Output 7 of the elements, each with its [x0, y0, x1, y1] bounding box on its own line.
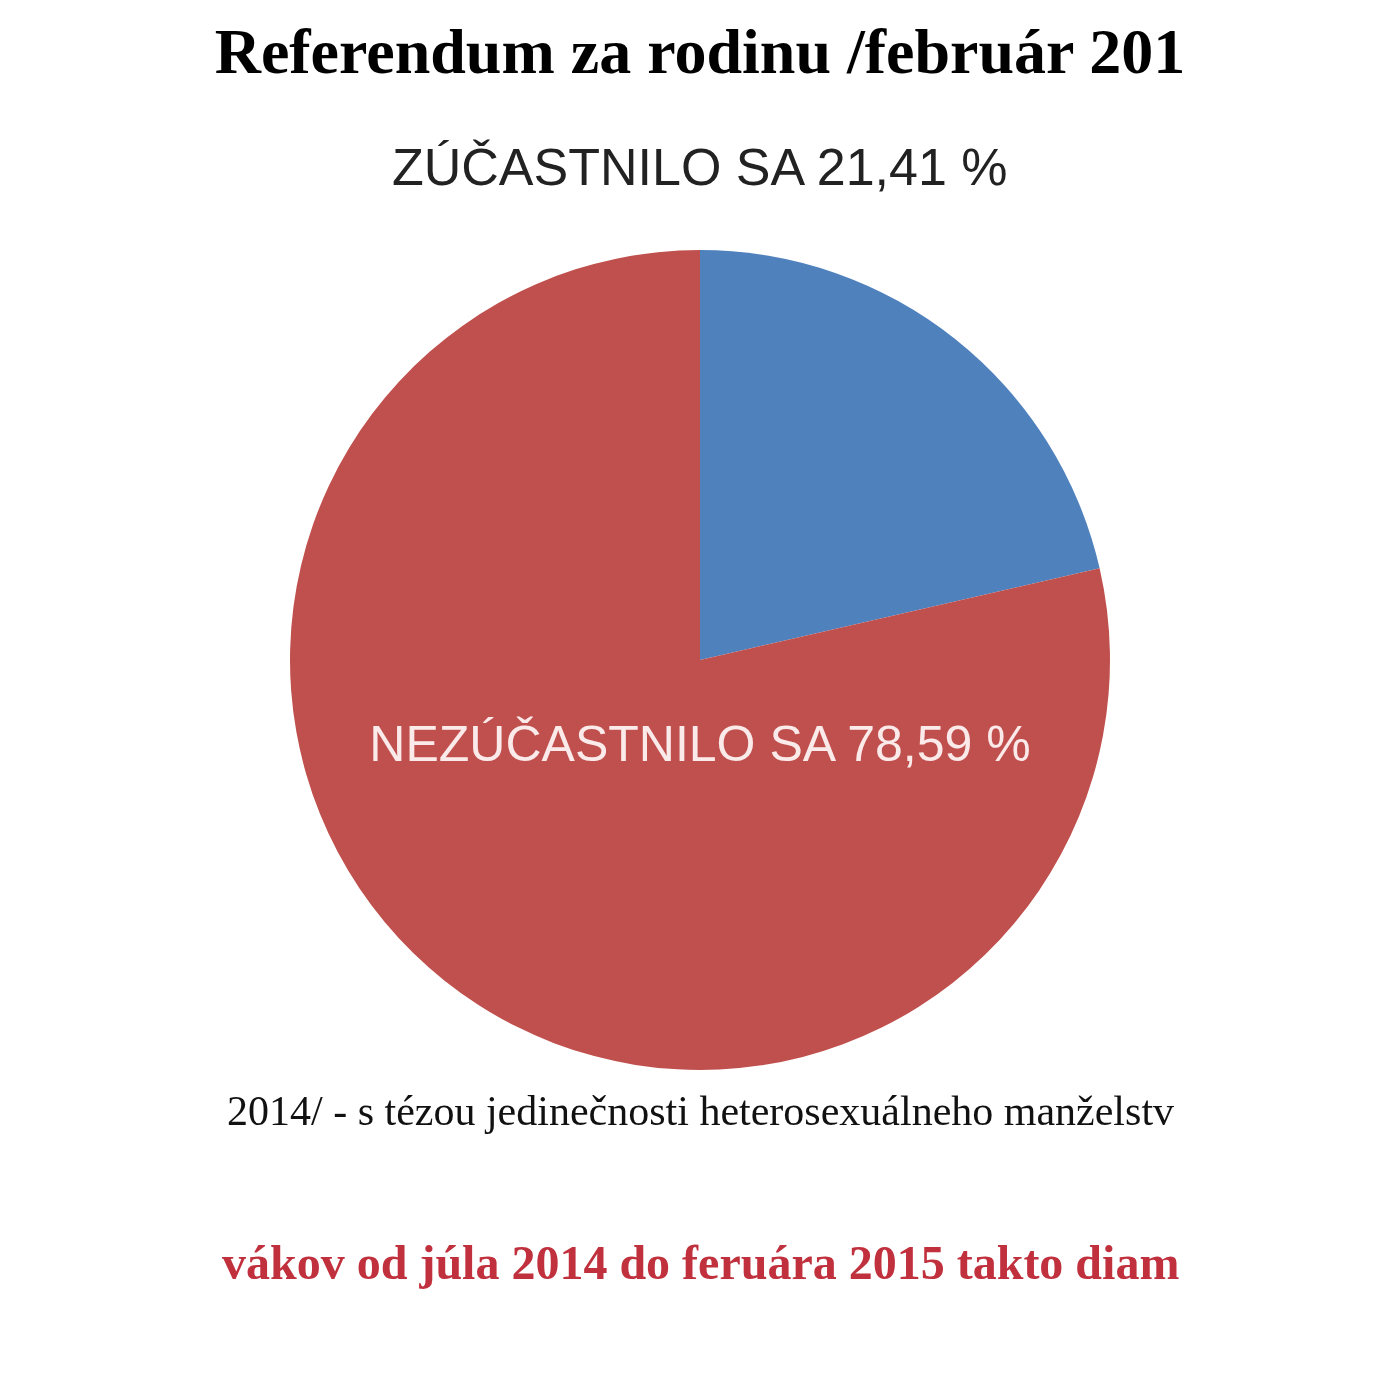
- text: 2014/ - s tézou jedinečnosti heterosexuálneho manželstv: [227, 1088, 1175, 1134]
- chart-title: Referendum za rodinu /február 201: [214, 15, 1186, 87]
- slice-label: NEZÚČASTNILO SA 78,59 %: [369, 715, 1031, 772]
- slice-label: ZÚČASTNILO SA 21,41 %: [392, 138, 1008, 196]
- text: vákov od júla 2014 do feruára 2015 takto diam: [222, 1236, 1180, 1289]
- pie-slice: [290, 250, 1110, 1070]
- pie-slice: [700, 250, 1100, 660]
